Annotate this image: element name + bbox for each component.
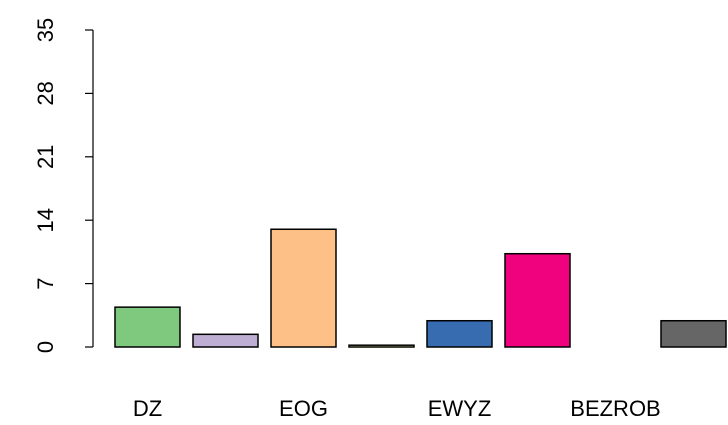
bar [114,306,181,348]
y-tick-label: 14 [33,208,58,232]
bar [348,344,415,348]
y-tick-label: 28 [33,81,58,105]
bar [426,319,493,348]
bar [660,319,727,348]
y-tick-label: 35 [33,18,58,42]
y-tick-label: 7 [33,277,58,289]
x-tick-label: BEZROB [570,396,660,421]
x-tick-label: EOG [279,396,328,421]
bar [192,333,259,348]
bar [504,252,571,348]
x-tick-label: DZ [133,396,162,421]
bar [270,228,337,348]
y-tick-label: 21 [33,145,58,169]
x-tick-label: EWYZ [428,396,492,421]
y-tick-label: 0 [33,341,58,353]
